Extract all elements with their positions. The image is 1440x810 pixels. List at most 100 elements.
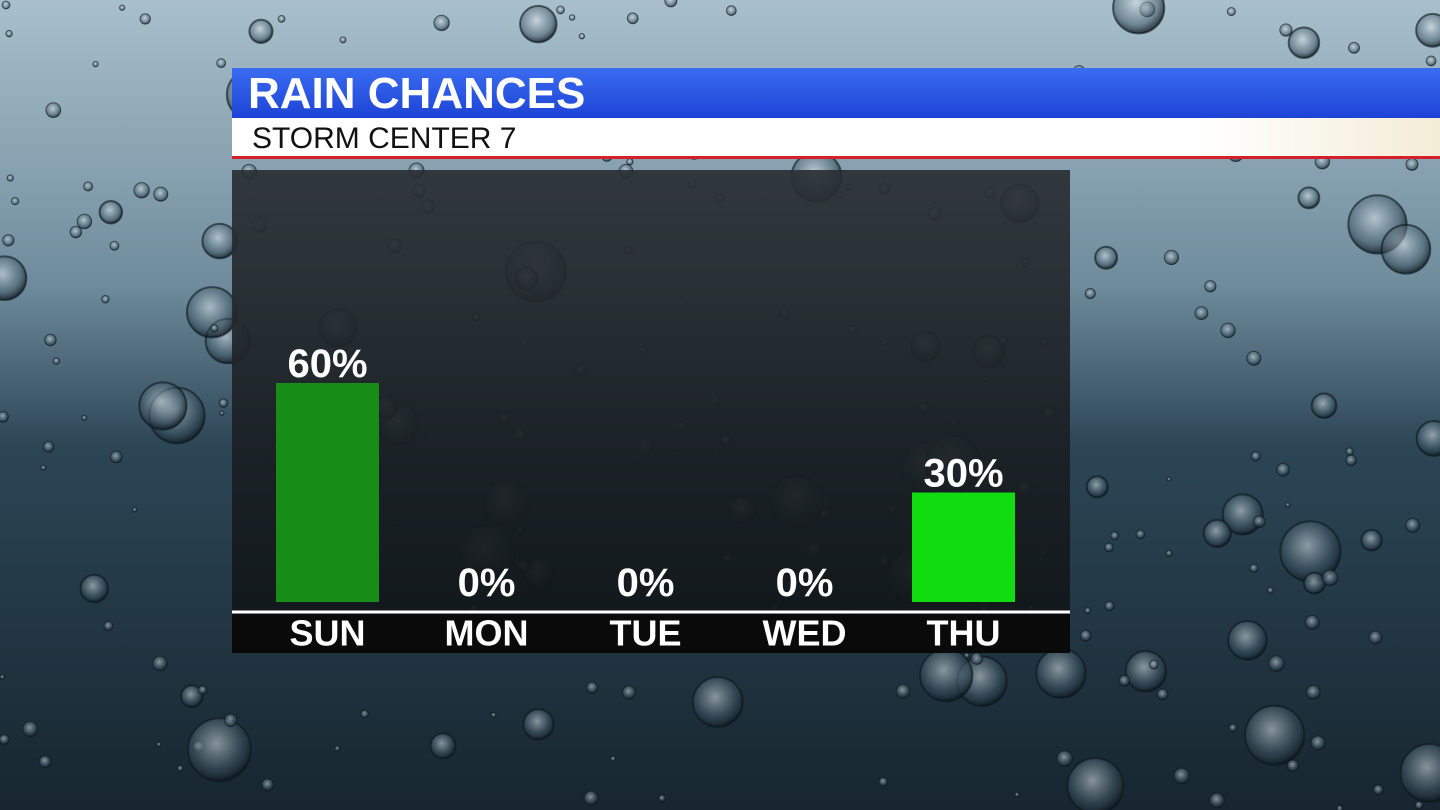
raindrop: [1305, 684, 1321, 700]
raindrop: [45, 102, 62, 119]
raindrop: [1310, 735, 1326, 751]
raindrop: [1405, 157, 1419, 171]
raindrop: [44, 333, 57, 347]
raindrop: [1166, 476, 1172, 482]
raindrop: [1372, 784, 1384, 796]
raindrop: [1209, 792, 1225, 809]
raindrop: [179, 684, 204, 709]
raindrop: [101, 295, 110, 304]
raindrop: [1104, 542, 1114, 553]
raindrop: [92, 60, 99, 68]
x-tick-label: SUN: [289, 613, 365, 654]
raindrop: [5, 29, 13, 38]
raindrop: [1279, 23, 1293, 37]
raindrop: [40, 464, 47, 471]
raindrop: [0, 734, 10, 745]
raindrop: [1321, 569, 1339, 587]
raindrop: [109, 240, 120, 251]
raindrop: [1399, 743, 1440, 803]
raindrop: [248, 18, 274, 44]
raindrop: [38, 755, 52, 769]
raindrop: [490, 711, 497, 718]
raindrop: [0, 255, 28, 302]
raindrop: [79, 573, 109, 604]
raindrop: [1, 0, 11, 10]
raindrop: [1345, 454, 1357, 467]
raindrop: [1085, 475, 1109, 499]
bar: [276, 383, 379, 602]
raindrop: [1124, 650, 1168, 693]
raindrop: [119, 4, 126, 11]
raindrop: [138, 381, 188, 431]
raindrop: [334, 745, 341, 752]
raindrop: [1226, 7, 1236, 17]
raindrop: [664, 0, 678, 8]
raindrop: [152, 655, 168, 672]
raindrop: [139, 13, 151, 25]
x-tick-label: WED: [763, 613, 847, 654]
raindrop: [1135, 529, 1146, 540]
x-tick-label: THU: [927, 613, 1001, 654]
raindrop: [339, 36, 347, 44]
raindrop: [522, 708, 555, 741]
raindrop: [568, 14, 576, 21]
raindrop: [556, 5, 565, 15]
raindrop: [1287, 26, 1321, 60]
raindrop: [626, 12, 639, 25]
raindrop: [360, 709, 370, 719]
raindrop: [1084, 607, 1092, 615]
raindrop: [1249, 563, 1259, 573]
raindrop: [1244, 704, 1306, 766]
raindrop: [895, 683, 911, 699]
raindrop: [219, 410, 225, 416]
raindrop: [1118, 674, 1131, 687]
raindrop: [223, 713, 238, 728]
raindrop: [42, 440, 55, 453]
raindrop: [1202, 518, 1232, 548]
raindrop: [1360, 529, 1383, 552]
raindrop: [210, 324, 219, 333]
raindrop: [1165, 549, 1173, 557]
x-tick-label: TUE: [610, 613, 682, 654]
raindrop: [1156, 688, 1169, 701]
raindrop: [1204, 280, 1217, 293]
raindrop: [963, 652, 970, 659]
raindrop: [197, 685, 208, 695]
raindrop: [277, 15, 286, 23]
raindrop: [1336, 805, 1344, 810]
raindrop: [1109, 531, 1120, 541]
raindrop: [1380, 223, 1432, 275]
value-label: 0%: [458, 561, 516, 605]
raindrop: [1302, 571, 1326, 595]
raindrop: [1276, 462, 1291, 477]
raindrop: [1348, 41, 1360, 54]
raindrop: [131, 507, 138, 513]
raindrop: [1112, 0, 1166, 35]
raindrop: [1368, 630, 1383, 645]
raindrop: [69, 225, 83, 239]
raindrop: [156, 741, 162, 748]
raindrop: [1415, 12, 1440, 48]
raindrop: [187, 717, 252, 783]
raindrop: [0, 410, 9, 423]
raindrop: [103, 620, 114, 632]
raindrop: [216, 58, 227, 69]
raindrop: [201, 222, 239, 260]
chart-title: RAIN CHANCES: [248, 69, 585, 118]
title-bar: [232, 68, 1440, 118]
subtitle-bar: [232, 118, 1440, 157]
raindrop: [1148, 659, 1159, 670]
raindrop: [1286, 759, 1300, 772]
raindrop: [1414, 800, 1424, 810]
raindrop: [1104, 600, 1115, 612]
bar: [912, 492, 1015, 602]
raindrop: [1268, 655, 1285, 672]
raindrop: [433, 14, 450, 32]
value-label: 60%: [287, 342, 367, 386]
raindrop: [83, 181, 94, 192]
label-strip: [232, 614, 1070, 653]
raindrop: [1246, 350, 1262, 366]
value-label: 0%: [776, 561, 834, 605]
raindrop: [1094, 245, 1119, 270]
raindrop: [1084, 288, 1096, 300]
